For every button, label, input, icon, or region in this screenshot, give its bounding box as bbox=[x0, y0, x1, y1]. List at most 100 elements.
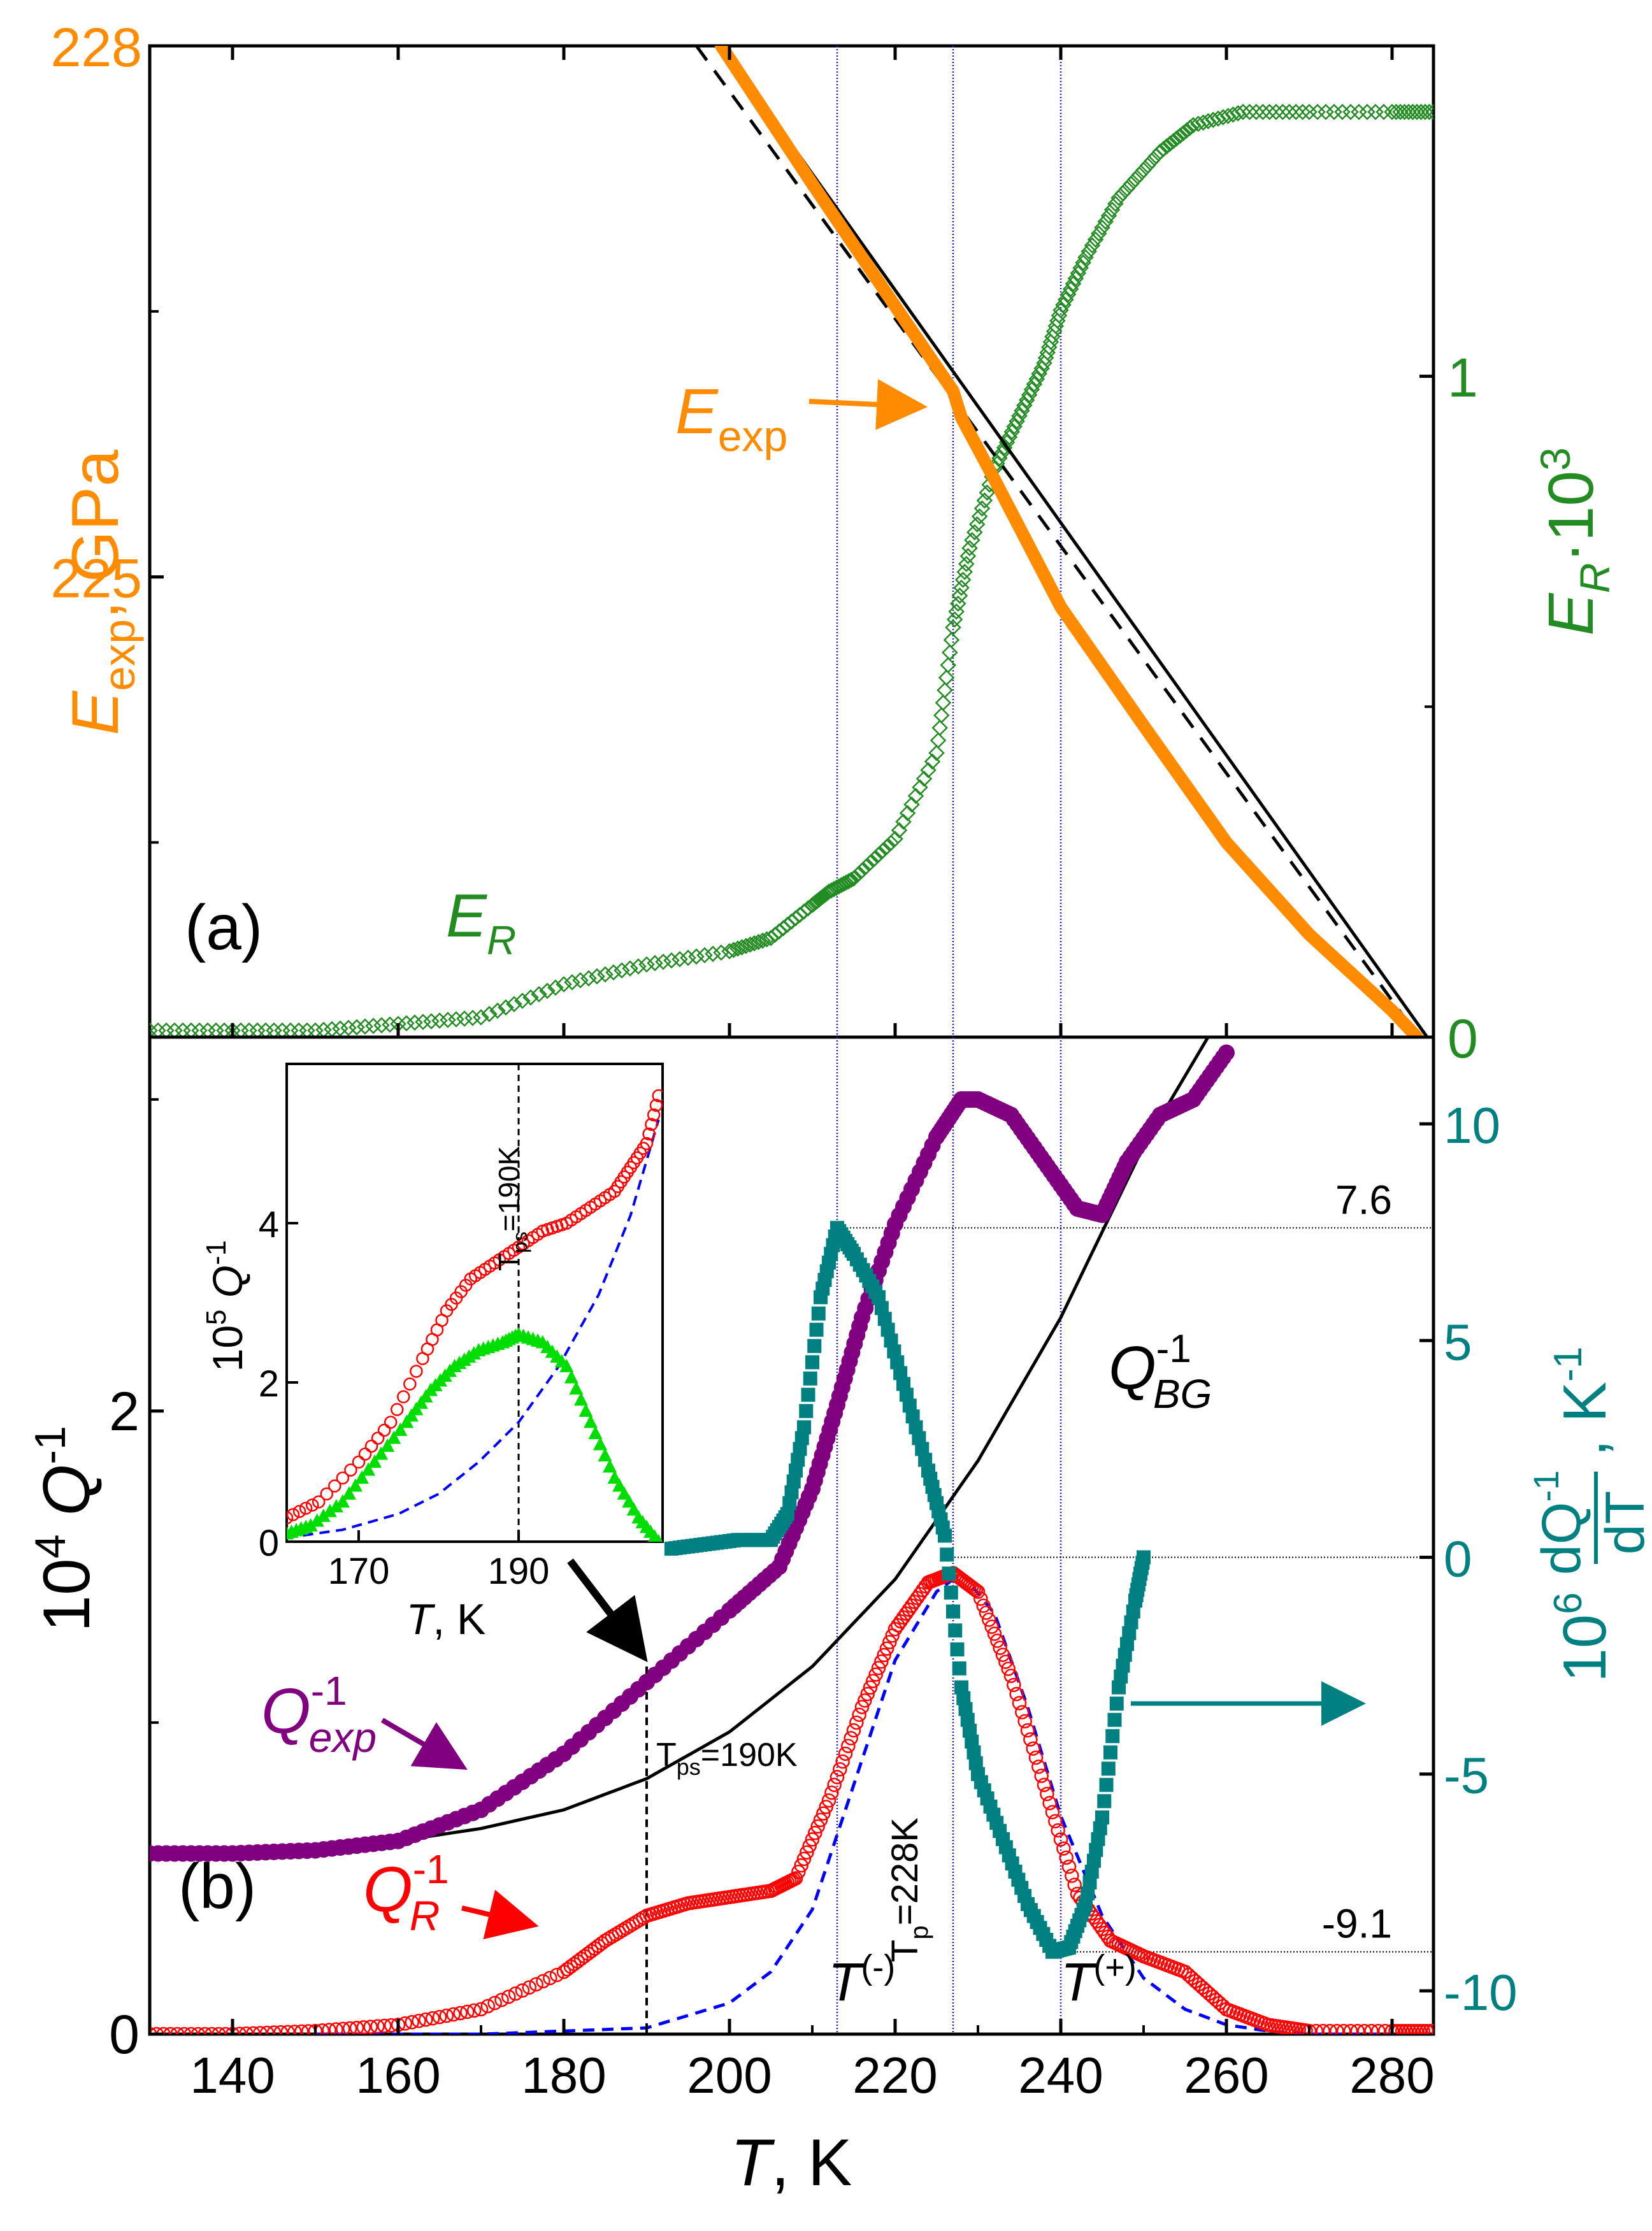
er-point bbox=[1100, 207, 1117, 224]
dqdt-point bbox=[960, 1712, 975, 1727]
er-point bbox=[1072, 259, 1089, 276]
svg-text:Eexp, GPa: Eexp, GPa bbox=[59, 450, 144, 735]
er-point bbox=[950, 595, 966, 612]
q-r-point bbox=[841, 1739, 856, 1753]
q-r-point bbox=[1402, 2023, 1417, 2034]
dqdt-point bbox=[1091, 1832, 1105, 1846]
annotation-q-r-sub: R bbox=[410, 1892, 440, 1939]
dqdt-point bbox=[884, 1333, 898, 1348]
er-point bbox=[1268, 103, 1284, 120]
er-point bbox=[647, 955, 663, 972]
q-r-point bbox=[1291, 2022, 1306, 2034]
dqdt-point bbox=[784, 1485, 799, 1500]
er-point bbox=[696, 947, 713, 964]
annotation-q-bg-sup: -1 bbox=[1156, 1327, 1191, 1371]
er-point bbox=[1119, 180, 1135, 197]
q-r-point bbox=[1034, 1768, 1049, 1783]
inset-green-point bbox=[368, 1454, 382, 1468]
q-r-point bbox=[246, 2026, 261, 2034]
q-r-point bbox=[1371, 2023, 1386, 2034]
inset-green-point bbox=[626, 1502, 641, 1516]
q-r-point bbox=[446, 2007, 461, 2022]
er-point bbox=[928, 745, 945, 761]
panel-a-ticks: 225 228 0 1 bbox=[51, 17, 1478, 1070]
inset-ticks: 170 190 0 2 4 bbox=[259, 1204, 550, 1592]
er-point bbox=[672, 951, 688, 968]
inset-green-point bbox=[598, 1448, 612, 1461]
er-point bbox=[733, 939, 751, 956]
dqdt-point bbox=[1107, 1712, 1122, 1727]
inset-tps-label: Tps=190K bbox=[492, 1145, 531, 1271]
q-r-point bbox=[1056, 1841, 1071, 1856]
inset-green-point bbox=[573, 1392, 588, 1406]
annotation-t-plus: T(+) bbox=[1061, 1948, 1137, 2012]
q-r-point bbox=[273, 2025, 289, 2034]
er-point bbox=[738, 938, 754, 954]
inset-red-point bbox=[358, 1447, 372, 1461]
er-point bbox=[1175, 125, 1192, 141]
inset-green-point bbox=[335, 1494, 350, 1508]
er-point bbox=[1077, 249, 1094, 266]
er-point bbox=[742, 936, 759, 953]
inset-green-point bbox=[612, 1478, 627, 1492]
q-r-point bbox=[1323, 2023, 1337, 2034]
annotation-t-ps-sub: ps bbox=[677, 1754, 701, 1780]
q-r-point bbox=[1037, 1777, 1052, 1792]
q-r-point bbox=[993, 1640, 1007, 1655]
ylabel-left-a-main: E bbox=[59, 690, 133, 735]
e-exp-fit-solid bbox=[719, 46, 1430, 1037]
annotation-t-p-rest: =228K bbox=[884, 1818, 926, 1926]
er-point bbox=[572, 972, 589, 989]
er-point bbox=[1421, 103, 1433, 120]
er-point bbox=[835, 875, 852, 893]
q-r-point bbox=[868, 1667, 883, 1682]
q-r-point bbox=[1426, 2023, 1433, 2034]
er-point bbox=[473, 1009, 489, 1026]
er-point bbox=[1161, 135, 1179, 152]
q-r-point bbox=[979, 1605, 994, 1620]
dqdt-point bbox=[1095, 1810, 1109, 1825]
er-point bbox=[655, 953, 672, 970]
er-point bbox=[968, 516, 986, 533]
q-r-point bbox=[598, 1933, 613, 1948]
dqdt-point bbox=[1120, 1637, 1134, 1651]
ylabel-right-a-sub: R bbox=[1571, 563, 1618, 593]
er-point bbox=[1326, 103, 1342, 120]
dqdt-point bbox=[896, 1377, 910, 1391]
dqdt-point bbox=[938, 1528, 952, 1543]
er-point bbox=[158, 1022, 175, 1037]
er-point bbox=[1087, 231, 1104, 248]
q-r-point bbox=[253, 2026, 268, 2034]
ylabel-left-b-sup2: -1 bbox=[26, 1426, 75, 1464]
inset-x-tick-label: 170 bbox=[328, 1551, 390, 1592]
er-point bbox=[291, 1022, 307, 1037]
er-point bbox=[1367, 103, 1384, 120]
er-point bbox=[1200, 113, 1217, 130]
inset-red-point bbox=[403, 1377, 417, 1391]
er-point bbox=[991, 450, 1008, 467]
inset-red-point bbox=[287, 1508, 300, 1521]
q-r-point bbox=[1336, 2023, 1351, 2034]
a-right-tick-label: 0 bbox=[1447, 1008, 1478, 1070]
inset-tps-T: T bbox=[492, 1253, 526, 1271]
annotation-t-ps: Tps=190K bbox=[656, 1737, 798, 1780]
dqdt-point bbox=[1109, 1697, 1124, 1711]
dqdt-point bbox=[794, 1431, 809, 1445]
dqdt-point bbox=[1081, 1886, 1095, 1900]
q-r-point bbox=[788, 1871, 803, 1886]
q-r-point bbox=[1343, 2023, 1358, 2034]
dqdt-point bbox=[1114, 1669, 1128, 1684]
er-point bbox=[365, 1017, 382, 1035]
annotation-q-r-sup: -1 bbox=[413, 1846, 449, 1892]
er-point bbox=[1195, 114, 1212, 131]
q-r-point bbox=[1053, 1832, 1068, 1847]
ylabel-right-b-unit-sup: -1 bbox=[1546, 1347, 1590, 1382]
er-point bbox=[989, 455, 1005, 472]
inset-red-point bbox=[410, 1365, 423, 1378]
er-point bbox=[948, 603, 965, 620]
er-point bbox=[1135, 162, 1152, 178]
er-point bbox=[971, 508, 988, 525]
q-r-point bbox=[874, 1654, 889, 1669]
annotation-q-exp-sup: -1 bbox=[311, 1668, 347, 1714]
panel-a-vertical-lines bbox=[836, 46, 1062, 1037]
